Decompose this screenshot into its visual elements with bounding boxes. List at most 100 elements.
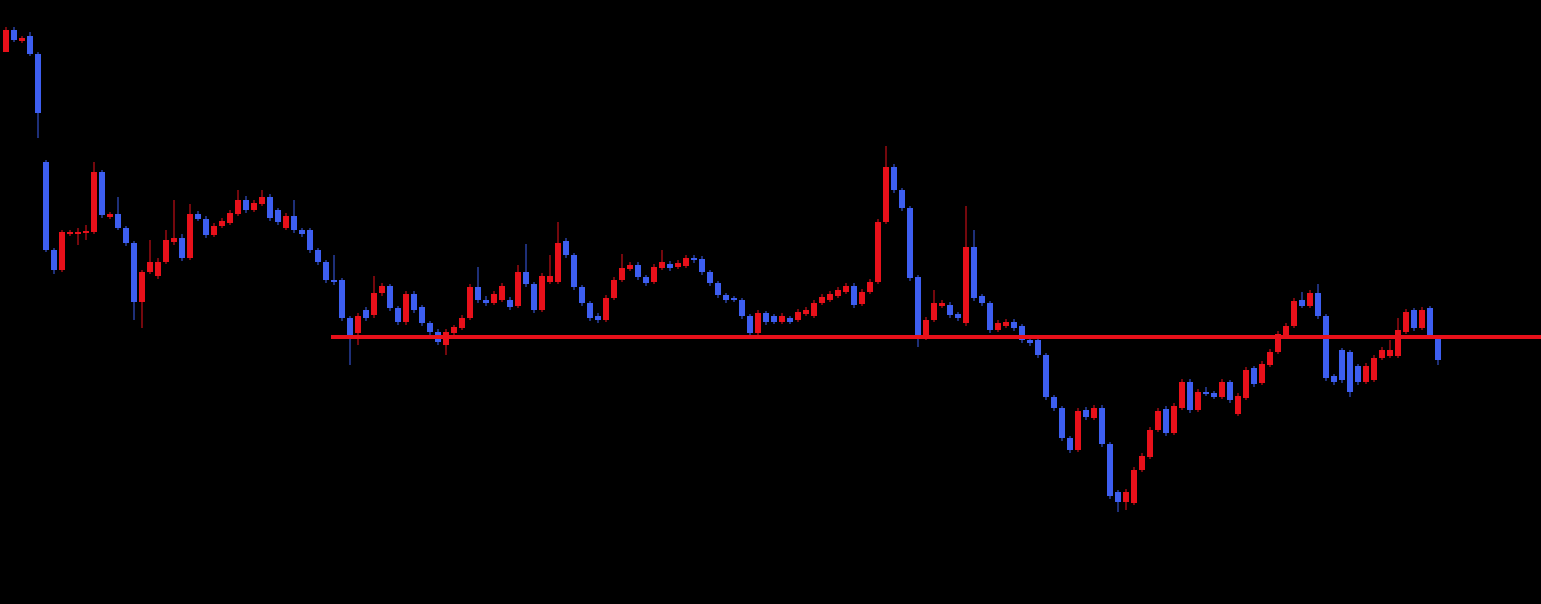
candle-body (179, 238, 185, 258)
candle-body (1235, 396, 1241, 414)
candle-body (291, 216, 297, 230)
candle-body (907, 208, 913, 278)
candle-body (723, 295, 729, 300)
candle-body (1403, 312, 1409, 332)
candle-body (283, 216, 289, 228)
candle-body (931, 303, 937, 320)
candle-body (267, 197, 273, 218)
candle-body (659, 262, 665, 268)
candle-body (787, 318, 793, 322)
candle-body (147, 262, 153, 272)
candle-body (1179, 382, 1185, 408)
candle-body (27, 36, 33, 54)
candle-body (51, 250, 57, 270)
candle-body (243, 200, 249, 210)
candle-body (1067, 438, 1073, 450)
candle-body (395, 308, 401, 322)
candle-body (955, 314, 961, 318)
candle-body (307, 230, 313, 250)
candle-body (875, 222, 881, 282)
candle-body (515, 272, 521, 306)
candle-body (627, 265, 633, 269)
candle-body (755, 313, 761, 333)
candle-body (187, 214, 193, 258)
candle-body (235, 200, 241, 214)
candle-body (427, 323, 433, 332)
candle-body (1275, 334, 1281, 352)
candle-body (1083, 410, 1089, 417)
candle-body (403, 294, 409, 322)
candle-body (547, 276, 553, 282)
candle-body (1243, 370, 1249, 398)
candle-body (1027, 340, 1033, 343)
candle-body (563, 241, 569, 255)
candle-body (603, 298, 609, 320)
candle-body (539, 276, 545, 310)
candle-body (883, 167, 889, 222)
candle-body (1059, 408, 1065, 438)
candle-body (1227, 382, 1233, 400)
candle-body (1251, 368, 1257, 384)
candle-body (763, 313, 769, 322)
candle-body (419, 307, 425, 323)
candle-body (259, 197, 265, 204)
candle-body (387, 286, 393, 308)
candle-body (227, 213, 233, 223)
candle-body (771, 316, 777, 322)
candle-body (739, 300, 745, 316)
candle-body (699, 259, 705, 272)
candle-body (731, 298, 737, 300)
candle-body (995, 323, 1001, 330)
candle-body (1051, 397, 1057, 408)
candle-body (827, 294, 833, 300)
candle-body (1099, 408, 1105, 444)
candle-body (211, 226, 217, 235)
candle-body (1299, 300, 1305, 306)
candle-body (587, 303, 593, 318)
candle-body (19, 38, 25, 41)
candle-body (923, 320, 929, 335)
candle-body (667, 264, 673, 268)
candle-body (1219, 382, 1225, 397)
candle-body (555, 243, 561, 282)
candle-body (571, 255, 577, 287)
candle-body (67, 232, 73, 234)
candle-body (75, 232, 81, 234)
candle-body (1331, 376, 1337, 382)
candle-body (683, 258, 689, 266)
candle-body (1315, 293, 1321, 316)
candle-body (1379, 350, 1385, 358)
candle-body (795, 312, 801, 320)
candle-body (99, 172, 105, 215)
candle-body (811, 303, 817, 316)
candle-body (1107, 444, 1113, 496)
candle-body (91, 172, 97, 232)
candle-body (451, 327, 457, 333)
candle-body (35, 54, 41, 113)
candle-body (139, 272, 145, 302)
candle-body (331, 280, 337, 282)
candle-body (987, 303, 993, 330)
candle-body (675, 263, 681, 267)
candle-body (523, 272, 529, 284)
candle-body (651, 267, 657, 282)
candle-body (1211, 393, 1217, 397)
candle-body (1259, 364, 1265, 383)
candle-body (347, 318, 353, 335)
candle-body (715, 283, 721, 295)
candle-body (163, 240, 169, 262)
candle-body (1427, 308, 1433, 336)
candle-body (459, 318, 465, 328)
candle-body (939, 303, 945, 306)
candle-body (1131, 470, 1137, 503)
candle-body (819, 297, 825, 303)
candle-body (619, 268, 625, 280)
candle-body (195, 214, 201, 219)
candle-body (107, 214, 113, 217)
candle-body (155, 262, 161, 276)
candle-body (491, 294, 497, 303)
candle-body (971, 247, 977, 298)
candle-body (1035, 340, 1041, 355)
candle-body (123, 228, 129, 243)
